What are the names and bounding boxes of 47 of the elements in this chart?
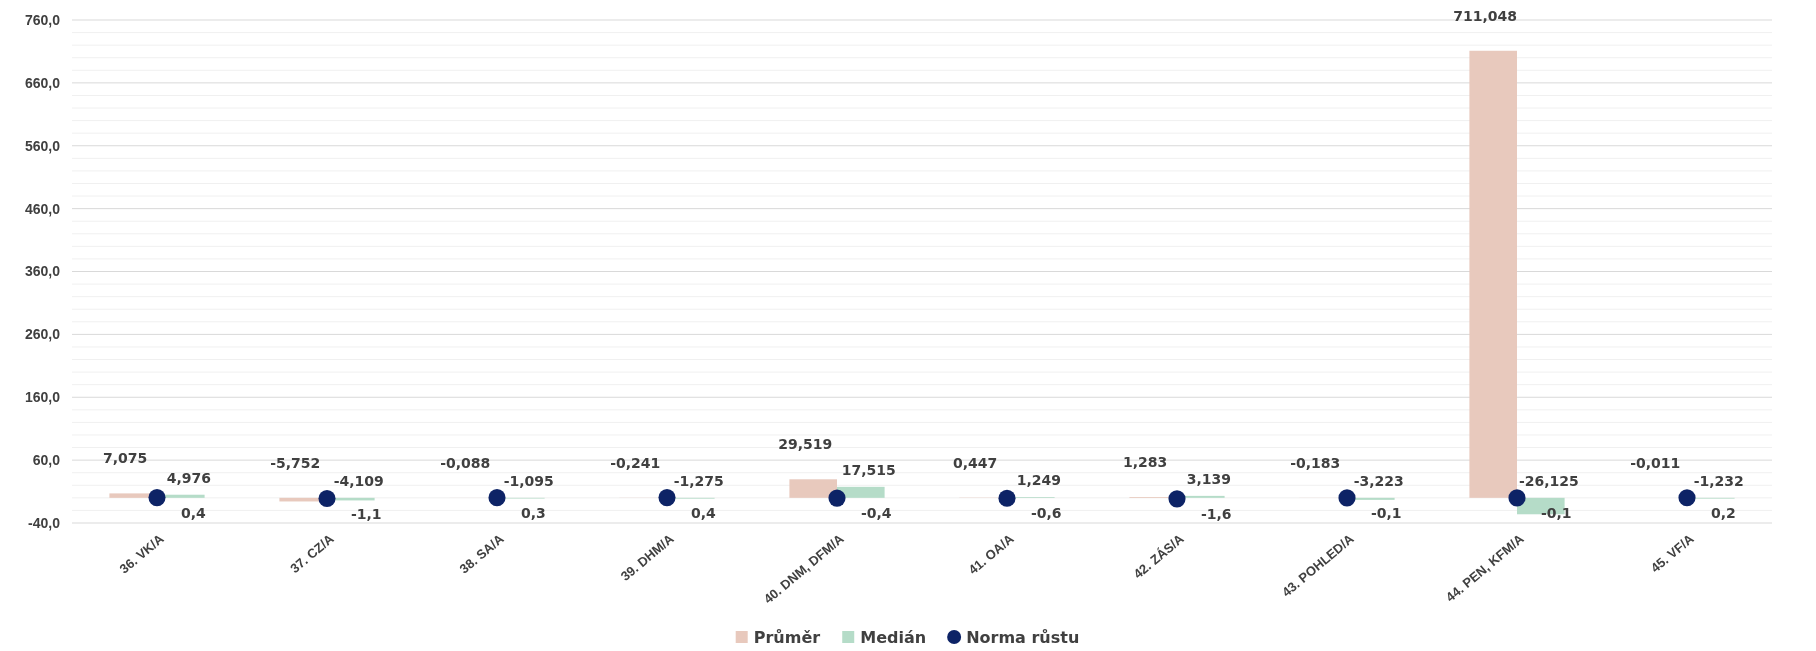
y-tick-label: 260,0 xyxy=(24,326,61,343)
x-tick-label: 37. CZ/A xyxy=(287,530,338,576)
data-label: -1,095 xyxy=(503,472,554,489)
y-tick-label: 760,0 xyxy=(24,11,61,28)
data-label: -1,1 xyxy=(351,505,382,522)
y-tick-label: 460,0 xyxy=(24,200,61,217)
data-label: 0,4 xyxy=(181,504,207,521)
legend-label: Norma růstu xyxy=(966,627,1080,647)
data-label: 0,3 xyxy=(521,504,546,521)
data-label: 1,283 xyxy=(1123,454,1168,471)
data-label: -0,1 xyxy=(1371,504,1402,521)
data-label: -0,1 xyxy=(1541,504,1572,521)
legend-label: Medián xyxy=(860,627,927,647)
y-tick-label: 160,0 xyxy=(24,389,61,406)
x-tick-label: 45. VF/A xyxy=(1647,530,1698,576)
data-label: -0,241 xyxy=(610,454,661,471)
y-tick-label: 60,0 xyxy=(32,452,61,469)
y-tick-label: 360,0 xyxy=(24,263,61,280)
data-label: 711,048 xyxy=(1453,7,1518,24)
bar xyxy=(1469,50,1517,498)
data-label: 1,249 xyxy=(1016,472,1061,489)
data-label: -0,088 xyxy=(440,454,491,471)
x-tick-label: 36. VK/A xyxy=(116,530,168,577)
data-label: -0,011 xyxy=(1630,454,1681,471)
data-label: 7,075 xyxy=(103,450,148,467)
data-label: -0,4 xyxy=(861,505,892,522)
data-label: -1,275 xyxy=(673,472,724,489)
data-label: -0,6 xyxy=(1031,505,1062,522)
data-label: 0,447 xyxy=(953,454,998,471)
data-label: -1,6 xyxy=(1201,505,1232,522)
data-label: -3,223 xyxy=(1353,472,1404,489)
data-label: 0,4 xyxy=(691,504,717,521)
bar xyxy=(789,479,837,498)
data-label: 4,976 xyxy=(166,469,211,486)
y-tick-label: 660,0 xyxy=(24,74,61,91)
data-label: 3,139 xyxy=(1186,470,1231,487)
y-tick-label: 560,0 xyxy=(24,137,61,154)
data-label: 29,519 xyxy=(778,436,833,453)
data-label: -0,183 xyxy=(1290,454,1341,471)
data-label: 17,515 xyxy=(841,461,896,478)
legend-label: Průměr xyxy=(753,627,821,647)
data-label: -1,232 xyxy=(1693,472,1744,489)
y-tick-label: -40,0 xyxy=(28,514,61,531)
data-label: -5,752 xyxy=(270,454,321,471)
data-label: -26,125 xyxy=(1518,472,1579,489)
data-label: 0,2 xyxy=(1711,504,1736,521)
data-label: -4,109 xyxy=(333,472,384,489)
